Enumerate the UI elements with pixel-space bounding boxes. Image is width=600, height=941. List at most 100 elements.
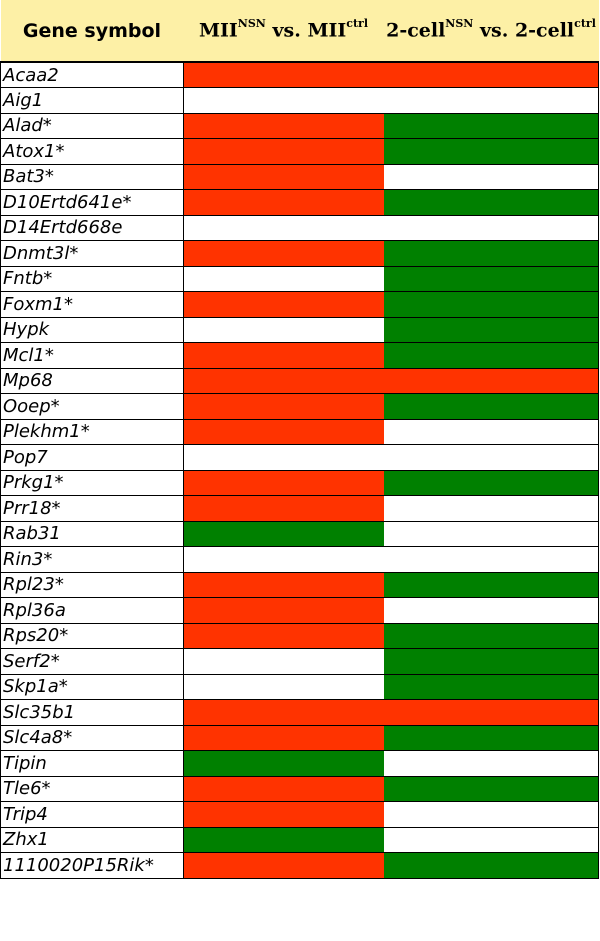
two-cell-expression-cell: [383, 673, 599, 700]
gene-symbol-cell: Ooep*: [0, 393, 184, 420]
gene-symbol-cell: Tipin: [0, 750, 184, 777]
table-row: D14Ertd668e: [0, 214, 599, 241]
table-row: Zhx1: [0, 826, 599, 853]
mii-expression-cell: [183, 316, 384, 343]
gene-symbol-cell: Atox1*: [0, 138, 184, 165]
gene-symbol-cell: Fntb*: [0, 265, 184, 292]
table-row: Atox1*: [0, 138, 599, 165]
header-2cell-comparison: 2-cellNSN vs. 2-cellctrl: [383, 0, 599, 63]
mii-expression-cell: [183, 495, 384, 522]
mii-expression-cell: [183, 699, 384, 726]
table-row: Serf2*: [0, 648, 599, 675]
gene-symbol-cell: Prkg1*: [0, 469, 184, 496]
mii-expression-cell: [183, 367, 384, 394]
gene-symbol-cell: Skp1a*: [0, 673, 184, 700]
two-cell-expression-cell: [383, 367, 599, 394]
gene-symbol-cell: Prr18*: [0, 495, 184, 522]
mii-expression-cell: [183, 826, 384, 853]
two-cell-expression-cell: [383, 597, 599, 624]
gene-symbol-cell: Hypk: [0, 316, 184, 343]
gene-symbol-cell: Tle6*: [0, 775, 184, 802]
two-cell-expression-cell: [383, 112, 599, 139]
mii-expression-cell: [183, 112, 384, 139]
gene-symbol-cell: 1110020P15Rik*: [0, 852, 184, 879]
gene-symbol-cell: Rab31: [0, 520, 184, 547]
gene-symbol-cell: Trip4: [0, 801, 184, 828]
gene-symbol-cell: D10Ertd641e*: [0, 189, 184, 216]
header-2cell-sup-1: NSN: [445, 17, 474, 31]
gene-symbol-cell: Serf2*: [0, 648, 184, 675]
mii-expression-cell: [183, 87, 384, 114]
gene-symbol-cell: Dnmt3l*: [0, 240, 184, 267]
gene-symbol-cell: Rpl36a: [0, 597, 184, 624]
table-row: Skp1a*: [0, 673, 599, 700]
table-row: Alad*: [0, 112, 599, 139]
two-cell-expression-cell: [383, 342, 599, 369]
gene-symbol-cell: Pop7: [0, 444, 184, 471]
two-cell-expression-cell: [383, 138, 599, 165]
two-cell-expression-cell: [383, 444, 599, 471]
two-cell-expression-cell: [383, 418, 599, 445]
table-row: 1110020P15Rik*: [0, 852, 599, 879]
header-gene-symbol: Gene symbol: [0, 0, 184, 63]
two-cell-expression-cell: [383, 265, 599, 292]
mii-expression-cell: [183, 724, 384, 751]
gene-symbol-cell: Mcl1*: [0, 342, 184, 369]
table-row: Acaa2: [0, 61, 599, 88]
gene-symbol-cell: Aig1: [0, 87, 184, 114]
mii-expression-cell: [183, 648, 384, 675]
mii-expression-cell: [183, 214, 384, 241]
table-row: Prr18*: [0, 495, 599, 522]
table-row: Mcl1*: [0, 342, 599, 369]
table-row: Pop7: [0, 444, 599, 471]
mii-expression-cell: [183, 418, 384, 445]
table-row: Foxm1*: [0, 291, 599, 318]
table-row: Hypk: [0, 316, 599, 343]
gene-symbol-cell: Mp68: [0, 367, 184, 394]
header-mii-mid: vs. MII: [265, 19, 347, 42]
two-cell-expression-cell: [383, 469, 599, 496]
table-row: Mp68: [0, 367, 599, 394]
header-mii-sup-1: NSN: [237, 17, 266, 31]
gene-symbol-cell: Slc4a8*: [0, 724, 184, 751]
mii-expression-cell: [183, 597, 384, 624]
table-row: Bat3*: [0, 163, 599, 190]
table-body: Acaa2 Aig1 Alad* Atox1* Bat3* D10Ertd641e* D14…: [0, 61, 599, 879]
mii-expression-cell: [183, 469, 384, 496]
two-cell-expression-cell: [383, 520, 599, 547]
two-cell-expression-cell: [383, 214, 599, 241]
two-cell-expression-cell: [383, 291, 599, 318]
table-row: Slc35b1: [0, 699, 599, 726]
header-2cell-label: 2-cell: [386, 19, 446, 42]
two-cell-expression-cell: [383, 826, 599, 853]
mii-expression-cell: [183, 775, 384, 802]
mii-expression-cell: [183, 622, 384, 649]
two-cell-expression-cell: [383, 571, 599, 598]
gene-symbol-cell: Rpl23*: [0, 571, 184, 598]
table-row: D10Ertd641e*: [0, 189, 599, 216]
header-mii-comparison: MIINSN vs. MIIctrl: [183, 0, 384, 63]
gene-symbol-cell: Foxm1*: [0, 291, 184, 318]
table-row: Plekhm1*: [0, 418, 599, 445]
gene-symbol-cell: Acaa2: [0, 61, 184, 88]
gene-symbol-cell: Bat3*: [0, 163, 184, 190]
header-mii-label: MII: [198, 19, 238, 42]
mii-expression-cell: [183, 546, 384, 573]
gene-symbol-cell: Alad*: [0, 112, 184, 139]
table-row: Rin3*: [0, 546, 599, 573]
mii-expression-cell: [183, 801, 384, 828]
two-cell-expression-cell: [383, 189, 599, 216]
two-cell-expression-cell: [383, 648, 599, 675]
table-row: Fntb*: [0, 265, 599, 292]
two-cell-expression-cell: [383, 724, 599, 751]
gene-symbol-cell: Rin3*: [0, 546, 184, 573]
gene-symbol-cell: Rps20*: [0, 622, 184, 649]
two-cell-expression-cell: [383, 622, 599, 649]
mii-expression-cell: [183, 61, 384, 88]
two-cell-expression-cell: [383, 750, 599, 777]
two-cell-expression-cell: [383, 775, 599, 802]
mii-expression-cell: [183, 240, 384, 267]
gene-expression-table: Gene symbol MIINSN vs. MIIctrl 2-cellNSN…: [0, 0, 599, 879]
two-cell-expression-cell: [383, 546, 599, 573]
mii-expression-cell: [183, 444, 384, 471]
